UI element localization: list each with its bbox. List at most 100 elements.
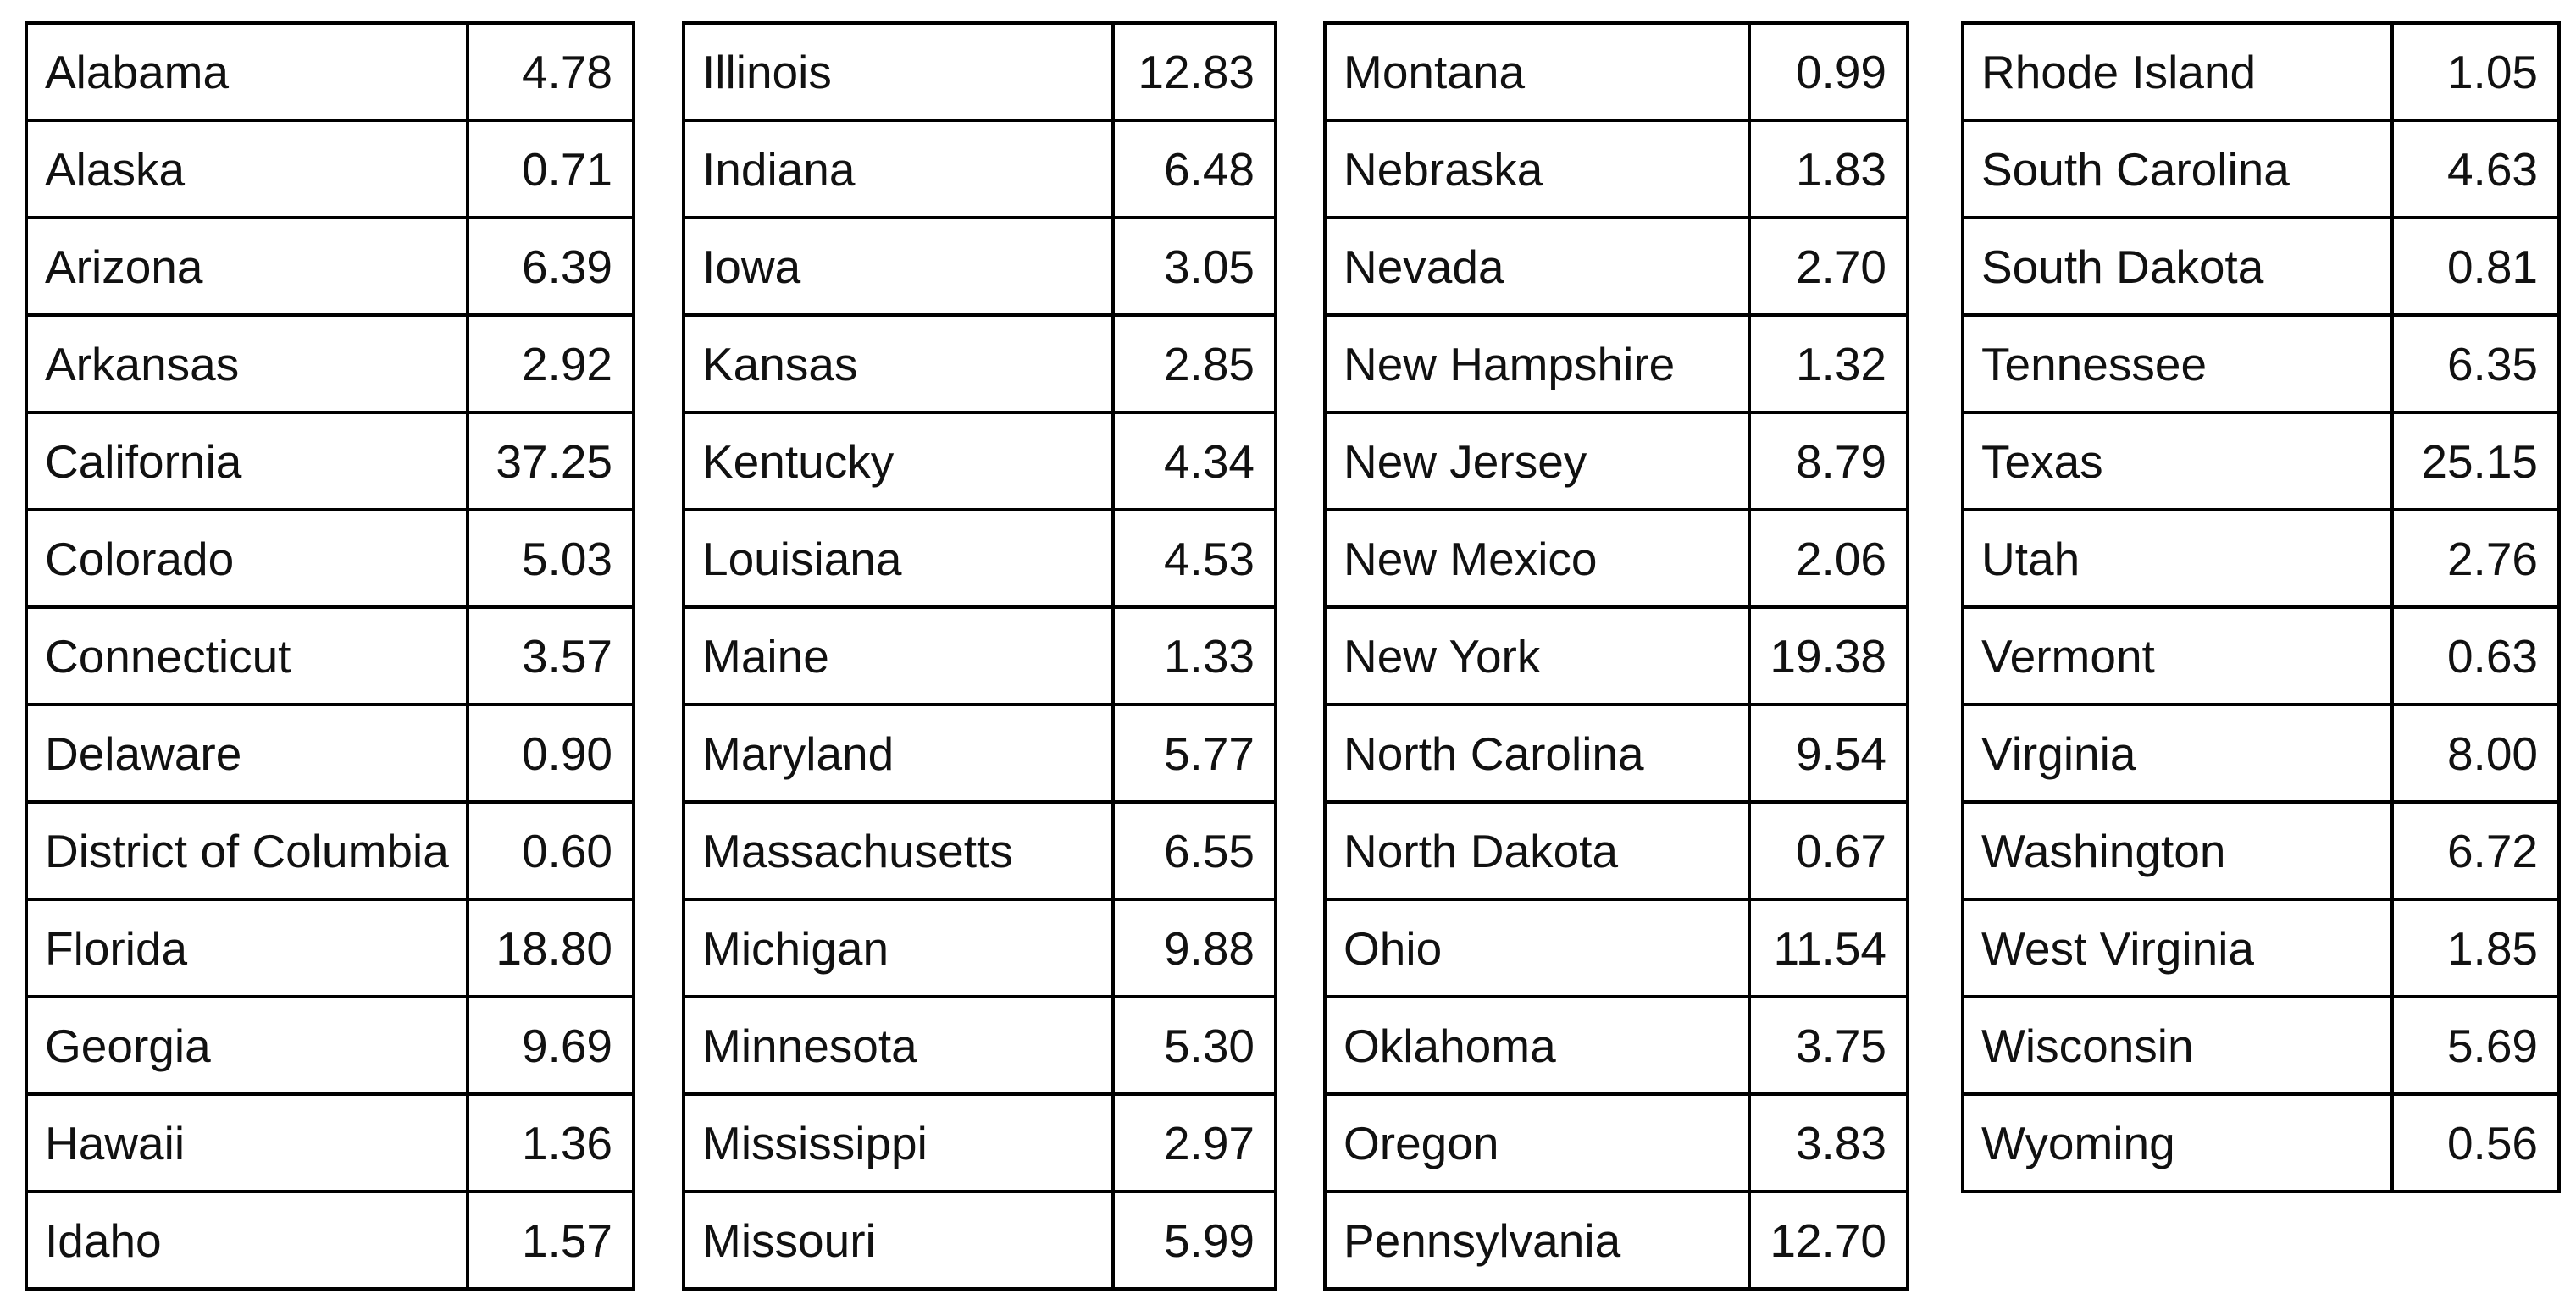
state-name-cell: North Dakota <box>1323 800 1751 901</box>
table-row: New Mexico 2.06 <box>1323 508 1909 609</box>
state-name-cell: Missouri <box>682 1190 1115 1291</box>
state-value-cell: 5.03 <box>466 508 635 609</box>
table-row: Washington 6.72 <box>1961 800 2561 901</box>
state-name-cell: Arkansas <box>25 313 469 414</box>
state-name-cell: Kansas <box>682 313 1115 414</box>
state-name-cell: South Dakota <box>1961 216 2394 317</box>
table-row: Michigan 9.88 <box>682 898 1277 998</box>
state-value-cell: 3.75 <box>1748 995 1909 1096</box>
state-name-cell: Ohio <box>1323 898 1751 998</box>
state-value-cell: 3.57 <box>466 605 635 706</box>
state-name-cell: Virginia <box>1961 703 2394 804</box>
table-row: Minnesota 5.30 <box>682 995 1277 1096</box>
table-row: Arizona 6.39 <box>25 216 635 317</box>
state-name-cell: Oregon <box>1323 1092 1751 1193</box>
state-name-cell: Alaska <box>25 119 469 219</box>
table-row: Ohio 11.54 <box>1323 898 1909 998</box>
state-table-2-body: Illinois 12.83 Indiana 6.48 Iowa 3.05 Kansas 2.… <box>682 21 1277 1291</box>
table-row: Louisiana 4.53 <box>682 508 1277 609</box>
state-name-cell: Wyoming <box>1961 1092 2394 1193</box>
state-name-cell: Minnesota <box>682 995 1115 1096</box>
state-name-cell: New York <box>1323 605 1751 706</box>
state-value-cell: 8.79 <box>1748 411 1909 511</box>
state-value-cell: 6.48 <box>1111 119 1277 219</box>
state-value-cell: 37.25 <box>466 411 635 511</box>
table-row: Hawaii 1.36 <box>25 1092 635 1193</box>
table-row: New Jersey 8.79 <box>1323 411 1909 511</box>
state-value-cell: 1.32 <box>1748 313 1909 414</box>
state-value-cell: 0.71 <box>466 119 635 219</box>
state-name-cell: Georgia <box>25 995 469 1096</box>
state-name-cell: Nevada <box>1323 216 1751 317</box>
state-value-cell: 1.33 <box>1111 605 1277 706</box>
state-name-cell: Oklahoma <box>1323 995 1751 1096</box>
table-row: Alaska 0.71 <box>25 119 635 219</box>
state-value-cell: 9.54 <box>1748 703 1909 804</box>
state-value-cell: 19.38 <box>1748 605 1909 706</box>
state-name-cell: Massachusetts <box>682 800 1115 901</box>
table-row: Virginia 8.00 <box>1961 703 2561 804</box>
state-value-cell: 3.05 <box>1111 216 1277 317</box>
table-row: Indiana 6.48 <box>682 119 1277 219</box>
table-row: Idaho 1.57 <box>25 1190 635 1291</box>
state-value-cell: 11.54 <box>1748 898 1909 998</box>
state-name-cell: Idaho <box>25 1190 469 1291</box>
state-value-cell: 1.05 <box>2390 21 2561 122</box>
state-name-cell: New Hampshire <box>1323 313 1751 414</box>
table-row: Kansas 2.85 <box>682 313 1277 414</box>
state-value-cell: 6.39 <box>466 216 635 317</box>
table-row: West Virginia 1.85 <box>1961 898 2561 998</box>
state-table-1: Alabama 4.78 Alaska 0.71 Arizona 6.39 Arkansas… <box>25 21 635 1291</box>
state-value-cell: 0.60 <box>466 800 635 901</box>
table-row: Alabama 4.78 <box>25 21 635 122</box>
table-row: Delaware 0.90 <box>25 703 635 804</box>
state-name-cell: Maine <box>682 605 1115 706</box>
state-name-cell: Montana <box>1323 21 1751 122</box>
state-value-cell: 2.85 <box>1111 313 1277 414</box>
state-name-cell: Iowa <box>682 216 1115 317</box>
table-row: Maryland 5.77 <box>682 703 1277 804</box>
table-row: Arkansas 2.92 <box>25 313 635 414</box>
table-row: Oregon 3.83 <box>1323 1092 1909 1193</box>
state-value-cell: 2.97 <box>1111 1092 1277 1193</box>
table-row: Mississippi 2.97 <box>682 1092 1277 1193</box>
table-row: Illinois 12.83 <box>682 21 1277 122</box>
table-row: Kentucky 4.34 <box>682 411 1277 511</box>
table-row: New Hampshire 1.32 <box>1323 313 1909 414</box>
state-value-cell: 0.56 <box>2390 1092 2561 1193</box>
state-value-cell: 2.70 <box>1748 216 1909 317</box>
table-row: California 37.25 <box>25 411 635 511</box>
state-value-cell: 25.15 <box>2390 411 2561 511</box>
state-value-cell: 5.69 <box>2390 995 2561 1096</box>
state-value-cell: 6.55 <box>1111 800 1277 901</box>
state-value-cell: 9.69 <box>466 995 635 1096</box>
state-value-cell: 0.81 <box>2390 216 2561 317</box>
state-name-cell: Indiana <box>682 119 1115 219</box>
state-value-cell: 6.72 <box>2390 800 2561 901</box>
state-table-3: Montana 0.99 Nebraska 1.83 Nevada 2.70 New Ham… <box>1323 21 1909 1291</box>
table-row: Florida 18.80 <box>25 898 635 998</box>
state-value-cell: 0.99 <box>1748 21 1909 122</box>
table-row: Nebraska 1.83 <box>1323 119 1909 219</box>
table-row: Wyoming 0.56 <box>1961 1092 2561 1193</box>
state-value-cell: 1.57 <box>466 1190 635 1291</box>
state-name-cell: North Carolina <box>1323 703 1751 804</box>
state-value-cell: 9.88 <box>1111 898 1277 998</box>
state-name-cell: Washington <box>1961 800 2394 901</box>
state-table-4: Rhode Island 1.05 South Carolina 4.63 South … <box>1961 21 2561 1193</box>
state-name-cell: Vermont <box>1961 605 2394 706</box>
state-value-cell: 2.76 <box>2390 508 2561 609</box>
table-row: Wisconsin 5.69 <box>1961 995 2561 1096</box>
state-value-cell: 12.70 <box>1748 1190 1909 1291</box>
state-name-cell: New Jersey <box>1323 411 1751 511</box>
table-row: Texas 25.15 <box>1961 411 2561 511</box>
table-row: Colorado 5.03 <box>25 508 635 609</box>
state-name-cell: California <box>25 411 469 511</box>
state-name-cell: Delaware <box>25 703 469 804</box>
state-table-4-body: Rhode Island 1.05 South Carolina 4.63 South … <box>1961 21 2561 1193</box>
state-value-cell: 3.83 <box>1748 1092 1909 1193</box>
state-name-cell: Arizona <box>25 216 469 317</box>
state-value-cell: 12.83 <box>1111 21 1277 122</box>
